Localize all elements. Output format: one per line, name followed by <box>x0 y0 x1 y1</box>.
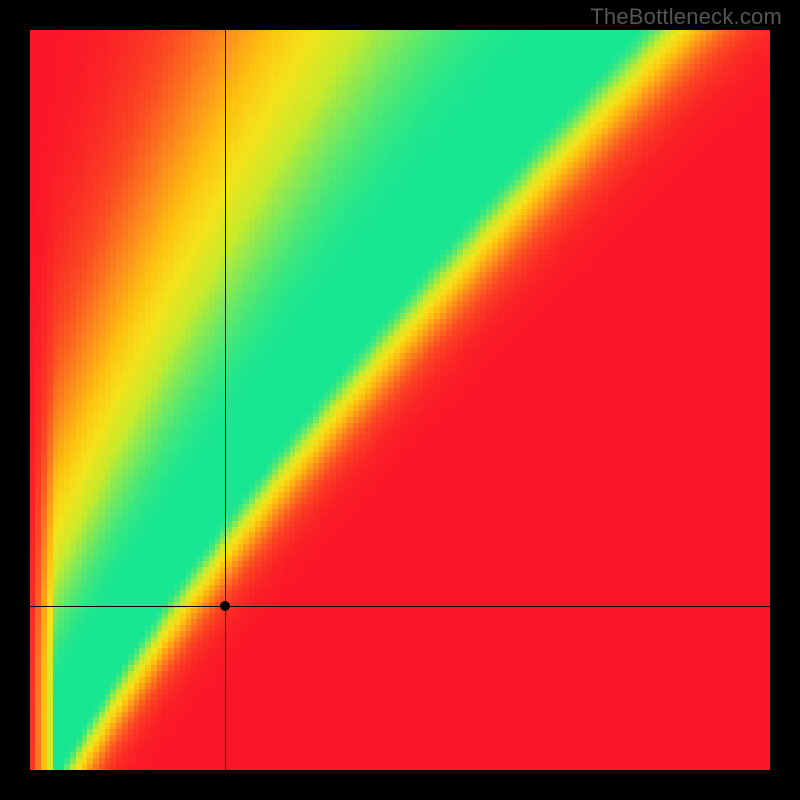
heatmap-plot <box>30 30 770 770</box>
heatmap-canvas <box>30 30 770 770</box>
watermark-label: TheBottleneck.com <box>590 4 782 30</box>
figure-container: TheBottleneck.com <box>0 0 800 800</box>
